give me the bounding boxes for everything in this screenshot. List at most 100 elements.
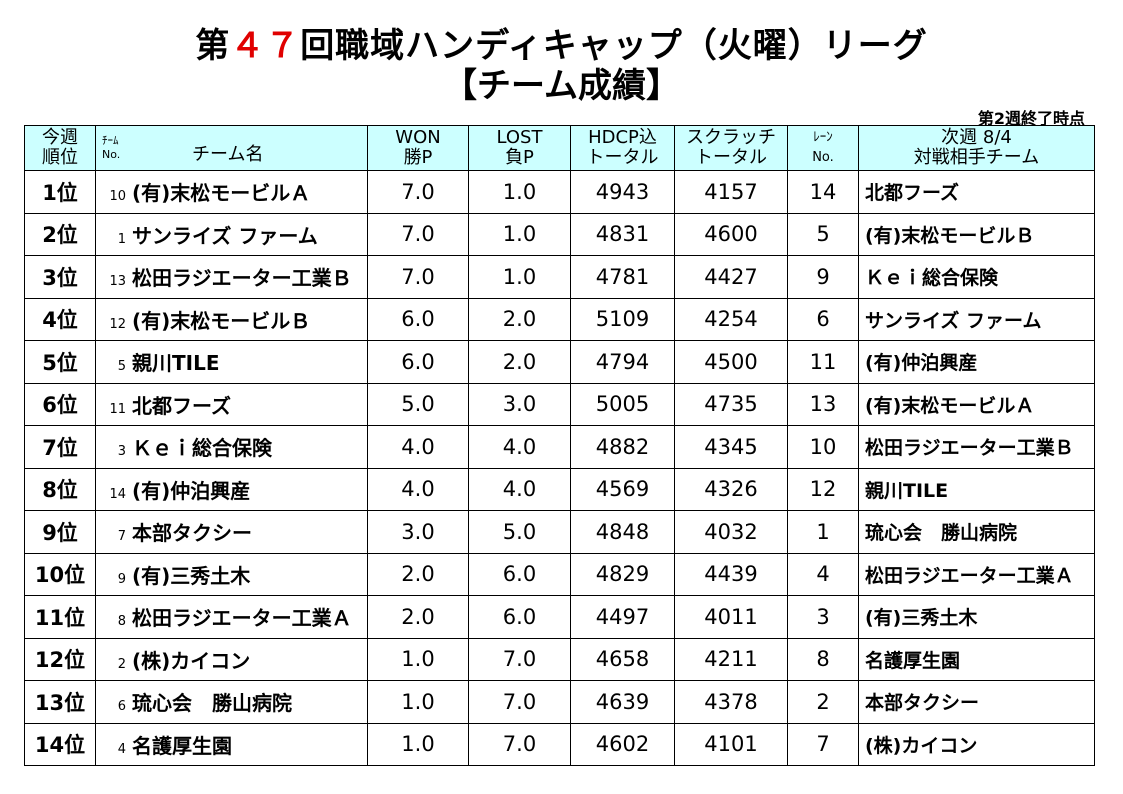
rank-cell: 10位: [24, 552, 96, 596]
team-number: 6: [117, 699, 126, 715]
header-lane: ﾚｰﾝ No.: [787, 125, 859, 171]
opponent-cell: 北都フーズ: [858, 170, 1095, 214]
team-cell: 12 (有)末松モービルＢ: [95, 297, 368, 341]
team-name: (有)末松モービルＢ: [132, 308, 311, 333]
header-team-no-1: ﾁｰﾑ: [102, 134, 119, 147]
team-cell: 6 琉心会 勝山病院: [95, 680, 368, 724]
header-team-name: チーム名: [192, 144, 264, 165]
table-row: 12位 2 (株)カイコン 1.0 7.0 4658 4211 8 名護厚生園: [24, 637, 1095, 681]
team-name: 琉心会 勝山病院: [132, 691, 292, 716]
lost-cell: 2.0: [468, 340, 571, 384]
won-cell: 7.0: [367, 255, 469, 299]
lane-cell: 8: [787, 637, 859, 681]
standings-table: 今週 順位 ﾁｰﾑ No. チーム名 WON 勝P LOST 負P HDCP込 トータル …: [24, 125, 1095, 766]
rank-cell: 9位: [24, 510, 96, 554]
scratch-cell: 4439: [674, 552, 788, 596]
hdcp-cell: 4848: [570, 510, 675, 554]
hdcp-cell: 4497: [570, 595, 675, 639]
team-number: 10: [109, 189, 126, 205]
team-name: サンライズ ファーム: [132, 223, 318, 248]
lost-cell: 4.0: [468, 467, 571, 511]
header-team-no-2: No.: [102, 148, 121, 161]
lane-cell: 5: [787, 212, 859, 256]
opponent-cell: 本部タクシー: [858, 680, 1095, 724]
lane-cell: 13: [787, 382, 859, 426]
team-cell: 1 サンライズ ファーム: [95, 212, 368, 256]
rank-cell: 12位: [24, 637, 96, 681]
lost-cell: 7.0: [468, 722, 571, 766]
rank-cell: 5位: [24, 340, 96, 384]
scratch-cell: 4326: [674, 467, 788, 511]
header-next: 次週 8/4 対戦相手チーム: [858, 125, 1095, 171]
title-suffix: 回職域ハンディキャップ（火曜）リーグ: [300, 26, 928, 66]
table-row: 7位 3 Ｋｅｉ総合保険 4.0 4.0 4882 4345 10 松田ラジエーター工業Ｂ: [24, 425, 1095, 469]
opponent-cell: (株)カイコン: [858, 722, 1095, 766]
lane-cell: 2: [787, 680, 859, 724]
hdcp-cell: 4831: [570, 212, 675, 256]
rank-cell: 6位: [24, 382, 96, 426]
rank-cell: 7位: [24, 425, 96, 469]
scratch-cell: 4254: [674, 297, 788, 341]
team-name: (有)三秀土木: [132, 563, 251, 588]
opponent-cell: 琉心会 勝山病院: [858, 510, 1095, 554]
team-number: 9: [117, 571, 126, 587]
team-number: 8: [117, 614, 126, 630]
scratch-cell: 4735: [674, 382, 788, 426]
lane-cell: 4: [787, 552, 859, 596]
team-name: 松田ラジエーター工業Ｂ: [132, 266, 352, 291]
rank-cell: 4位: [24, 297, 96, 341]
opponent-cell: (有)三秀土木: [858, 595, 1095, 639]
scratch-cell: 4427: [674, 255, 788, 299]
rank-cell: 11位: [24, 595, 96, 639]
won-cell: 1.0: [367, 680, 469, 724]
lost-cell: 6.0: [468, 595, 571, 639]
won-cell: 7.0: [367, 170, 469, 214]
rank-cell: 1位: [24, 170, 96, 214]
hdcp-cell: 5109: [570, 297, 675, 341]
title-prefix: 第: [195, 26, 231, 66]
scratch-cell: 4211: [674, 637, 788, 681]
rank-cell: 8位: [24, 467, 96, 511]
hdcp-cell: 4882: [570, 425, 675, 469]
lost-cell: 7.0: [468, 637, 571, 681]
lane-cell: 6: [787, 297, 859, 341]
won-cell: 6.0: [367, 340, 469, 384]
lane-cell: 1: [787, 510, 859, 554]
table-row: 4位 12 (有)末松モービルＢ 6.0 2.0 5109 4254 6 サンライズ ファーム: [24, 297, 1095, 341]
won-cell: 2.0: [367, 595, 469, 639]
team-number: 5: [117, 359, 126, 375]
team-name: (有)仲泊興産: [132, 478, 251, 503]
table-row: 11位 8 松田ラジエーター工業Ａ 2.0 6.0 4497 4011 3 (有)三秀土木: [24, 595, 1095, 639]
table-row: 6位 11 北都フーズ 5.0 3.0 5005 4735 13 (有)末松モービルＡ: [24, 382, 1095, 426]
team-cell: 8 松田ラジエーター工業Ａ: [95, 595, 368, 639]
hdcp-cell: 4602: [570, 722, 675, 766]
team-name: 松田ラジエーター工業Ａ: [132, 606, 352, 631]
rank-cell: 3位: [24, 255, 96, 299]
team-number: 3: [117, 444, 126, 460]
team-name: 北都フーズ: [132, 393, 231, 418]
hdcp-cell: 4943: [570, 170, 675, 214]
lane-cell: 12: [787, 467, 859, 511]
table-row: 2位 1 サンライズ ファーム 7.0 1.0 4831 4600 5 (有)末松モービルＢ: [24, 212, 1095, 256]
opponent-cell: 松田ラジエーター工業Ａ: [858, 552, 1095, 596]
lost-cell: 6.0: [468, 552, 571, 596]
won-cell: 7.0: [367, 212, 469, 256]
lost-cell: 5.0: [468, 510, 571, 554]
table-row: 13位 6 琉心会 勝山病院 1.0 7.0 4639 4378 2 本部タクシー: [24, 680, 1095, 724]
team-number: 11: [109, 401, 126, 417]
team-number: 4: [117, 741, 126, 757]
lost-cell: 2.0: [468, 297, 571, 341]
team-name: Ｋｅｉ総合保険: [132, 436, 272, 461]
team-number: 13: [109, 274, 126, 290]
team-number: 2: [117, 656, 126, 672]
rank-cell: 14位: [24, 722, 96, 766]
won-cell: 1.0: [367, 722, 469, 766]
table-row: 10位 9 (有)三秀土木 2.0 6.0 4829 4439 4 松田ラジエーター工業Ａ: [24, 552, 1095, 596]
scratch-cell: 4011: [674, 595, 788, 639]
won-cell: 2.0: [367, 552, 469, 596]
won-cell: 4.0: [367, 467, 469, 511]
lost-cell: 1.0: [468, 170, 571, 214]
opponent-cell: (有)末松モービルＡ: [858, 382, 1095, 426]
won-cell: 3.0: [367, 510, 469, 554]
opponent-cell: 名護厚生園: [858, 637, 1095, 681]
